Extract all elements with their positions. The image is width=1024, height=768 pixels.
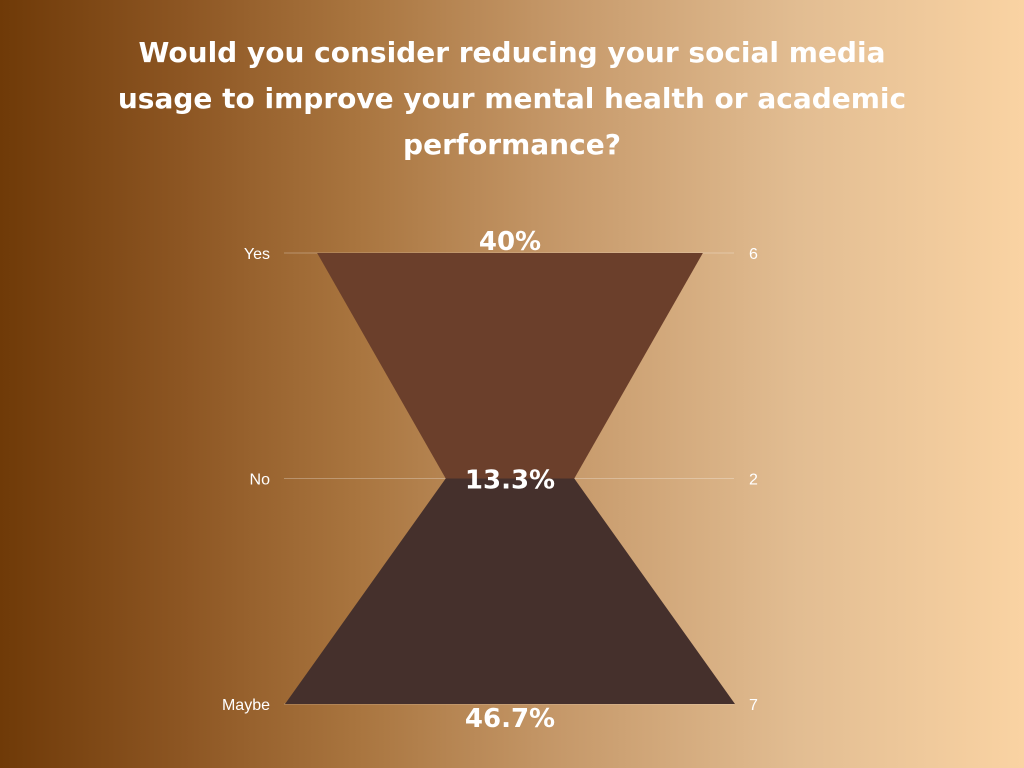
funnel-segments: [285, 253, 735, 704]
value-label-yes: 6: [749, 246, 758, 263]
category-label-yes: Yes: [244, 246, 270, 263]
percent-label-yes: 40%: [479, 227, 541, 257]
category-label-no: No: [250, 472, 271, 489]
funnel-segment-no-to-maybe: [285, 478, 735, 704]
funnel-segment-yes-to-no: [317, 253, 703, 479]
value-label-no: 2: [749, 472, 758, 489]
value-label-maybe: 7: [749, 697, 758, 714]
percent-label-no: 13.3%: [465, 466, 555, 496]
chart-title: Would you consider reducing your social …: [117, 36, 907, 161]
percent-label-maybe: 46.7%: [465, 704, 555, 734]
category-label-maybe: Maybe: [222, 697, 270, 714]
chart-labels: Yes 6 40% No 2 13.3% Maybe 7 46.7%: [222, 227, 758, 734]
